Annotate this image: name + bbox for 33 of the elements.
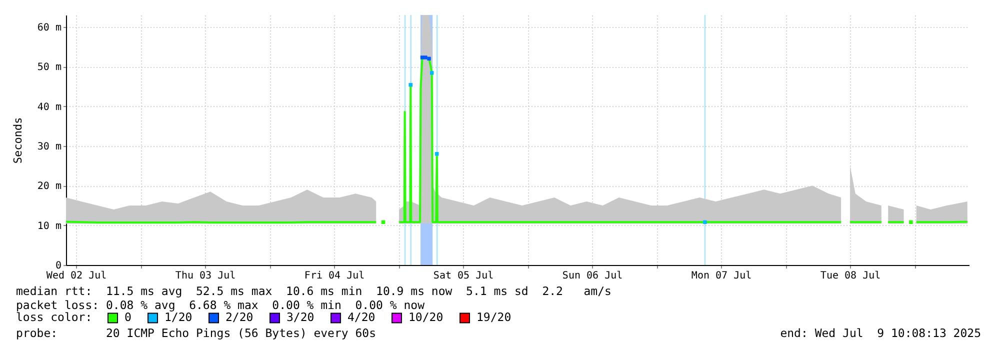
point xyxy=(703,220,707,224)
x-tick-label: Sat 05 Jul xyxy=(433,270,494,282)
x-tick-label: Thu 03 Jul xyxy=(175,270,236,282)
legend-title: loss color: xyxy=(16,310,92,324)
legend-label: 19/20 xyxy=(476,310,512,324)
point xyxy=(427,56,431,61)
y-tick-label: 30 m xyxy=(37,141,62,152)
x-tick-label: Mon 07 Jul xyxy=(691,270,752,282)
x-tick-label: Wed 02 Jul xyxy=(46,270,107,282)
y-tick-label: 60 m xyxy=(37,22,62,34)
y-tick-label: 50 m xyxy=(37,62,62,74)
y-tick-label: 10 m xyxy=(37,220,62,232)
legend-label: 0 xyxy=(124,310,132,324)
legend-label: 3/20 xyxy=(286,310,314,324)
x-tick-label: Tue 08 Jul xyxy=(820,270,881,282)
point xyxy=(435,152,439,156)
legend-label: 1/20 xyxy=(164,310,192,324)
y-tick-label: 40 m xyxy=(37,102,62,113)
y-axis-title: Seconds xyxy=(11,117,24,164)
text: end: Wed Jul 9 10:08:13 2025 xyxy=(780,326,981,340)
legend-label: 4/20 xyxy=(348,310,376,324)
x-tick-label: Fri 04 Jul xyxy=(304,270,365,282)
legend-label: 10/20 xyxy=(408,310,444,324)
x-tick-label: Sun 06 Jul xyxy=(562,270,623,282)
legend-label: 2/20 xyxy=(226,310,254,324)
y-tick-label: 0 xyxy=(55,260,62,272)
point xyxy=(909,220,913,224)
text: packet loss: 0.08 % avg 6.68 % max 0.00 % min 0.00 % now xyxy=(16,298,424,312)
y-tick-label: 20 m xyxy=(37,181,62,192)
point xyxy=(430,71,434,75)
text: probe: 20 ICMP Echo Pings (56 Bytes) every 60s xyxy=(16,326,376,340)
text: median rtt: 11.5 ms avg 52.5 ms max 10.6 ms min 10.9 ms now 5.1 ms sd 2.2 am/s xyxy=(16,284,612,298)
point xyxy=(424,56,428,60)
